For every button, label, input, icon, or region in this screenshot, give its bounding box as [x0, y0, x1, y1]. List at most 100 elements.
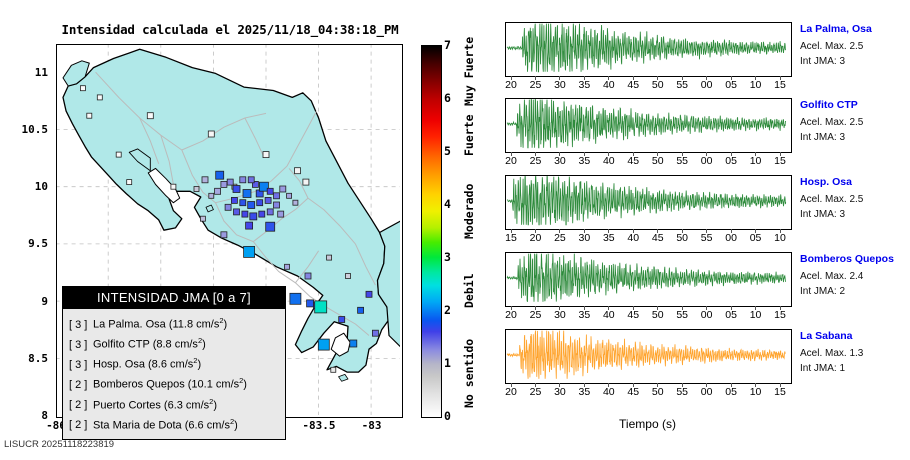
seismogram-panel[interactable]: [505, 252, 792, 307]
station-name-label[interactable]: La Sabana: [800, 330, 853, 342]
station-marker[interactable]: [326, 254, 333, 261]
station-marker[interactable]: [249, 212, 258, 221]
axis-tick-mark: [779, 306, 781, 310]
station-marker[interactable]: [243, 245, 256, 258]
station-marker[interactable]: [96, 94, 103, 101]
axis-tick-mark: [583, 229, 585, 233]
station-marker[interactable]: [242, 189, 252, 198]
axis-tick-label: 15: [774, 155, 786, 167]
station-marker[interactable]: [302, 178, 310, 186]
station-marker[interactable]: [230, 196, 238, 204]
axis-tick-mark: [632, 229, 634, 233]
station-marker[interactable]: [256, 199, 264, 207]
station-marker[interactable]: [239, 176, 247, 184]
station-marker[interactable]: [294, 167, 301, 175]
axis-tick-mark: [681, 306, 683, 310]
station-marker[interactable]: [265, 221, 276, 232]
station-marker[interactable]: [371, 329, 379, 337]
station-marker[interactable]: [349, 339, 358, 348]
axis-tick-mark: [706, 383, 708, 387]
station-marker[interactable]: [115, 151, 122, 158]
axis-tick-label: 45: [627, 79, 640, 91]
station-marker[interactable]: [345, 273, 351, 279]
axis-tick-label: 10: [749, 155, 762, 167]
station-intensity-label: Int JMA: 3: [800, 132, 846, 143]
station-marker[interactable]: [239, 199, 247, 207]
station-marker[interactable]: [126, 179, 133, 186]
station-marker[interactable]: [199, 215, 206, 222]
axis-tick-label: 20: [505, 155, 517, 167]
axis-tick-mark: [534, 229, 536, 233]
station-marker[interactable]: [214, 187, 222, 195]
station-marker[interactable]: [292, 199, 299, 206]
seismogram-panel[interactable]: [505, 98, 792, 153]
station-marker[interactable]: [338, 316, 346, 323]
axis-tick-label: 40: [602, 386, 615, 398]
station-marker[interactable]: [215, 170, 225, 180]
station-marker[interactable]: [262, 151, 270, 158]
axis-tick-label: 50: [651, 155, 664, 167]
axis-tick-mark: [657, 383, 659, 387]
station-marker[interactable]: [317, 338, 330, 351]
station-marker[interactable]: [220, 180, 228, 188]
station-marker[interactable]: [245, 221, 254, 230]
station-marker[interactable]: [330, 366, 337, 373]
axis-tick-mark: [730, 152, 732, 156]
seismogram-x-axis: 20 25 30 35 40 45 50 55 00 05 10 15: [505, 383, 790, 398]
seismogram-panel[interactable]: [505, 329, 792, 384]
station-marker[interactable]: [224, 203, 232, 211]
axis-tick-mark: [559, 229, 561, 233]
axis-tick-label: 05: [725, 155, 737, 167]
axis-tick-mark: [681, 229, 683, 233]
station-name-label[interactable]: La Palma, Osa: [800, 23, 872, 35]
station-marker[interactable]: [241, 210, 249, 218]
axis-tick-mark: [608, 383, 610, 387]
station-marker[interactable]: [258, 181, 269, 192]
station-marker[interactable]: [208, 192, 215, 199]
station-marker[interactable]: [247, 201, 256, 209]
station-marker[interactable]: [258, 210, 266, 218]
axis-tick-label: 05: [725, 79, 737, 91]
station-marker[interactable]: [207, 130, 215, 138]
station-marker[interactable]: [314, 300, 328, 314]
station-marker[interactable]: [365, 290, 373, 298]
station-marker[interactable]: [233, 208, 240, 216]
station-name-label[interactable]: Bomberos Quepos: [800, 253, 894, 265]
axis-tick-label: 20: [529, 232, 542, 244]
station-intensity-label: Int JMA: 2: [800, 286, 846, 297]
legend-row: [ 3 ] Hosp. Osa (8.6 cm/s2): [69, 356, 202, 371]
station-marker[interactable]: [232, 185, 241, 193]
station-marker[interactable]: [284, 263, 290, 270]
station-marker[interactable]: [289, 292, 302, 305]
station-marker[interactable]: [304, 272, 312, 280]
seismogram-x-axis: 20 25 30 35 40 45 50 55 00 05 10 15: [505, 306, 790, 321]
station-marker[interactable]: [226, 178, 234, 186]
station-marker[interactable]: [266, 208, 274, 216]
seismogram-panel[interactable]: [505, 22, 792, 77]
station-marker[interactable]: [146, 112, 154, 120]
station-name-label[interactable]: Hosp. Osa: [800, 176, 852, 188]
station-name-label[interactable]: Golfito CTP: [800, 99, 858, 111]
station-marker[interactable]: [201, 176, 209, 184]
station-marker[interactable]: [273, 201, 280, 209]
station-marker[interactable]: [264, 196, 272, 204]
station-marker[interactable]: [266, 187, 274, 195]
seismogram-panel[interactable]: [505, 175, 792, 230]
station-marker[interactable]: [357, 306, 365, 314]
station-marker[interactable]: [279, 185, 287, 193]
axis-tick-mark: [559, 306, 561, 310]
station-marker[interactable]: [170, 183, 177, 190]
station-marker[interactable]: [286, 192, 293, 199]
station-marker[interactable]: [193, 186, 200, 192]
station-intensity-label: Int JMA: 3: [800, 209, 846, 220]
station-marker[interactable]: [79, 85, 86, 92]
station-marker[interactable]: [273, 192, 280, 200]
axis-tick-mark: [534, 306, 536, 310]
station-marker[interactable]: [277, 210, 285, 218]
station-marker[interactable]: [306, 299, 315, 308]
station-marker[interactable]: [251, 180, 259, 188]
axis-tick-mark: [632, 383, 634, 387]
station-marker[interactable]: [247, 176, 255, 184]
station-marker[interactable]: [220, 231, 228, 239]
station-marker[interactable]: [86, 112, 93, 119]
